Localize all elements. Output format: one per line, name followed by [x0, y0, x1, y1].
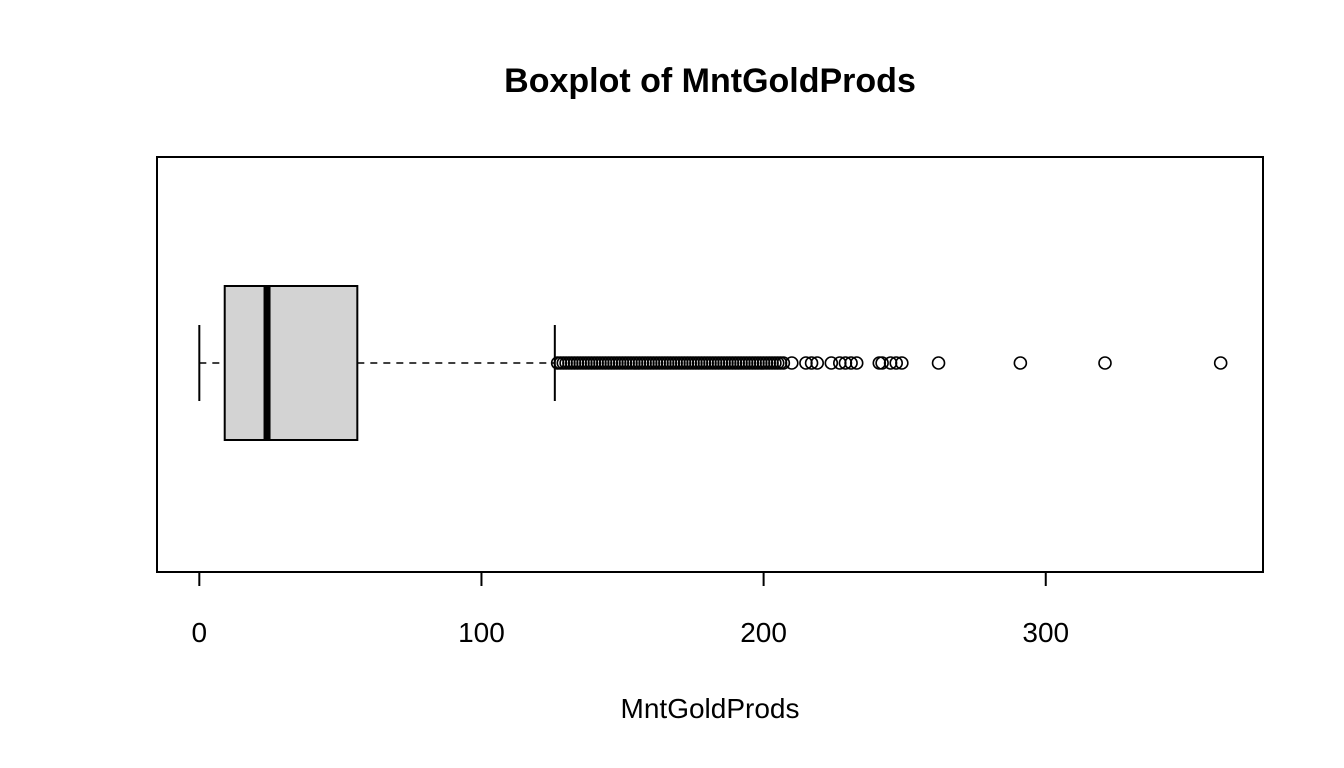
x-axis-label: MntGoldProds	[621, 693, 800, 724]
outlier-point	[804, 356, 819, 370]
outlier-point	[1213, 356, 1228, 370]
outlier-point	[849, 356, 864, 370]
iqr-box	[223, 285, 359, 441]
chart-title: Boxplot of MntGoldProds	[504, 62, 916, 100]
x-tick-label: 100	[458, 617, 505, 648]
box-group	[198, 285, 556, 441]
outlier-point	[895, 356, 909, 370]
outlier-point	[875, 356, 889, 370]
x-tick-label: 300	[1022, 617, 1069, 648]
outlier-point	[872, 356, 887, 370]
outlier-point	[844, 356, 858, 370]
outlier-point	[889, 356, 904, 370]
x-axis: 0 100 200 300	[192, 571, 1069, 648]
outlier-point	[931, 356, 946, 370]
outlier-point	[824, 356, 839, 370]
outlier-point	[810, 356, 825, 370]
x-tick-label: 200	[740, 617, 787, 648]
outlier-point	[776, 356, 791, 370]
outliers-group	[550, 356, 1228, 370]
outlier-point	[1013, 356, 1028, 370]
x-tick-label: 0	[192, 617, 208, 648]
outlier-point	[1098, 356, 1112, 370]
outlier-point	[785, 356, 799, 370]
